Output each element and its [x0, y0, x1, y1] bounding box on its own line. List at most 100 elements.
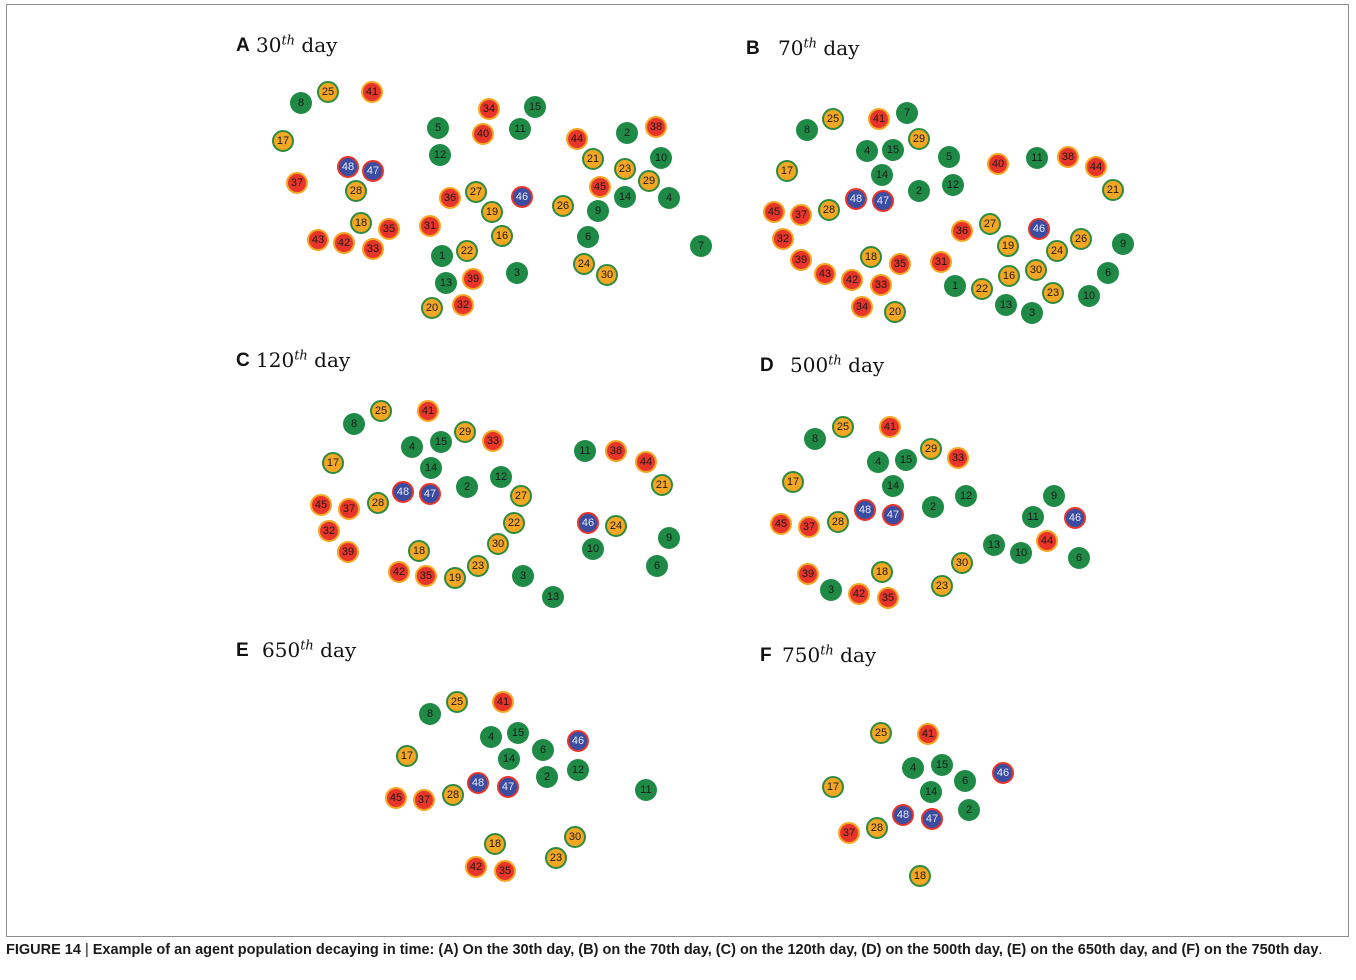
agent-node-28: 28 — [367, 492, 389, 514]
agent-node-15: 15 — [882, 139, 904, 161]
day-suffix: th — [294, 348, 308, 364]
agent-node-2: 2 — [908, 180, 930, 202]
agent-node-41: 41 — [868, 108, 890, 130]
agent-node-47: 47 — [497, 776, 519, 798]
agent-node-10: 10 — [582, 538, 604, 560]
day-suffix: th — [820, 643, 834, 659]
agent-node-13: 13 — [995, 294, 1017, 316]
agent-node-13: 13 — [983, 534, 1005, 556]
day-word: day — [840, 643, 877, 667]
agent-node-23: 23 — [931, 575, 953, 597]
agent-node-32: 32 — [452, 294, 474, 316]
agent-node-20: 20 — [421, 297, 443, 319]
agent-node-46: 46 — [511, 186, 533, 208]
agent-node-11: 11 — [509, 118, 531, 140]
agent-node-19: 19 — [997, 235, 1019, 257]
agent-node-18: 18 — [909, 865, 931, 887]
agent-node-14: 14 — [614, 186, 636, 208]
caption-end: . — [1318, 942, 1323, 958]
agent-node-23: 23 — [1042, 282, 1064, 304]
agent-node-21: 21 — [582, 148, 604, 170]
caption-text: Example of an agent population decaying … — [92, 942, 1319, 958]
agent-node-35: 35 — [877, 587, 899, 609]
agent-node-30: 30 — [596, 264, 618, 286]
agent-node-45: 45 — [589, 176, 611, 198]
day-word: day — [314, 348, 351, 372]
day-number: 500 — [790, 353, 829, 377]
agent-node-22: 22 — [456, 240, 478, 262]
agent-node-33: 33 — [362, 238, 384, 260]
agent-node-18: 18 — [860, 246, 882, 268]
agent-node-13: 13 — [542, 586, 564, 608]
agent-node-6: 6 — [646, 555, 668, 577]
agent-node-38: 38 — [1057, 146, 1079, 168]
agent-node-25: 25 — [822, 108, 844, 130]
agent-node-23: 23 — [467, 555, 489, 577]
agent-node-12: 12 — [490, 466, 512, 488]
agent-node-48: 48 — [845, 188, 867, 210]
agent-node-47: 47 — [882, 504, 904, 526]
day-word: day — [848, 353, 885, 377]
agent-node-10: 10 — [650, 147, 672, 169]
agent-node-9: 9 — [1112, 233, 1134, 255]
panel-label: E — [236, 640, 249, 661]
agent-node-26: 26 — [552, 195, 574, 217]
agent-node-7: 7 — [896, 102, 918, 124]
agent-node-27: 27 — [979, 213, 1001, 235]
day-number: 30 — [256, 33, 282, 57]
agent-node-29: 29 — [454, 421, 476, 443]
panel-f-header: F 750th day — [760, 643, 1280, 705]
agent-node-44: 44 — [635, 451, 657, 473]
agent-node-28: 28 — [442, 784, 464, 806]
agent-node-17: 17 — [776, 160, 798, 182]
day-word: day — [301, 33, 338, 57]
agent-node-19: 19 — [444, 567, 466, 589]
agent-node-45: 45 — [763, 201, 785, 223]
agent-node-14: 14 — [420, 457, 442, 479]
agent-node-28: 28 — [818, 199, 840, 221]
agent-node-7: 7 — [690, 235, 712, 257]
agent-node-47: 47 — [921, 808, 943, 830]
agent-node-17: 17 — [396, 745, 418, 767]
agent-node-8: 8 — [290, 92, 312, 114]
agent-node-30: 30 — [1025, 259, 1047, 281]
agent-node-4: 4 — [902, 757, 924, 779]
agent-node-25: 25 — [370, 400, 392, 422]
agent-node-9: 9 — [587, 200, 609, 222]
agent-node-12: 12 — [955, 485, 977, 507]
agent-node-40: 40 — [472, 123, 494, 145]
agent-node-17: 17 — [272, 130, 294, 152]
agent-node-41: 41 — [879, 416, 901, 438]
agent-node-30: 30 — [487, 533, 509, 555]
agent-node-33: 33 — [947, 447, 969, 469]
agent-node-11: 11 — [574, 440, 596, 462]
agent-node-1: 1 — [944, 275, 966, 297]
day-number: 70 — [778, 36, 804, 60]
agent-node-25: 25 — [317, 81, 339, 103]
agent-node-32: 32 — [318, 520, 340, 542]
agent-node-40: 40 — [987, 153, 1009, 175]
agent-node-27: 27 — [510, 485, 532, 507]
panel-label: D — [760, 355, 774, 376]
agent-node-47: 47 — [362, 160, 384, 182]
panel-title: 120th day — [256, 348, 350, 372]
agent-node-18: 18 — [484, 833, 506, 855]
agent-node-11: 11 — [1022, 506, 1044, 528]
agent-node-45: 45 — [310, 494, 332, 516]
agent-node-4: 4 — [856, 140, 878, 162]
agent-node-22: 22 — [971, 278, 993, 300]
agent-node-39: 39 — [790, 249, 812, 271]
agent-node-6: 6 — [1068, 547, 1090, 569]
agent-node-15: 15 — [931, 754, 953, 776]
agent-node-48: 48 — [392, 481, 414, 503]
day-suffix: th — [828, 353, 842, 369]
agent-node-15: 15 — [430, 431, 452, 453]
agent-node-3: 3 — [1021, 302, 1043, 324]
agent-node-35: 35 — [378, 218, 400, 240]
panel-label: B — [746, 38, 760, 59]
agent-node-14: 14 — [882, 475, 904, 497]
agent-node-45: 45 — [770, 513, 792, 535]
agent-node-41: 41 — [917, 723, 939, 745]
